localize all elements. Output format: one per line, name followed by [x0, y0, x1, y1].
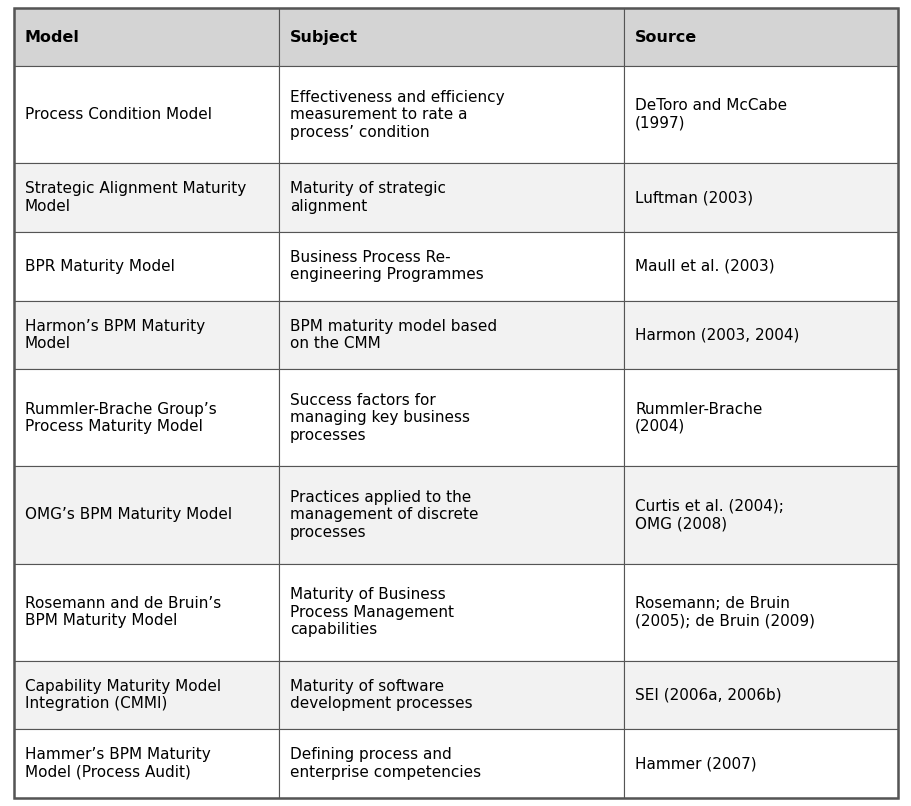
Bar	[623, 232, 897, 301]
Bar	[279, 232, 623, 301]
Bar	[623, 467, 897, 563]
Text: Defining process and
enterprise competencies: Defining process and enterprise competen…	[290, 747, 481, 780]
Text: Rummler-Brache
(2004): Rummler-Brache (2004)	[634, 401, 762, 434]
Bar	[279, 729, 623, 798]
Text: Rummler-Brache Group’s
Process Maturity Model: Rummler-Brache Group’s Process Maturity …	[25, 401, 216, 434]
Text: Strategic Alignment Maturity
Model: Strategic Alignment Maturity Model	[25, 181, 246, 214]
Bar	[623, 164, 897, 232]
Text: Capability Maturity Model
Integration (CMMI): Capability Maturity Model Integration (C…	[25, 679, 220, 711]
Text: Maull et al. (2003): Maull et al. (2003)	[634, 259, 773, 274]
Text: Practices applied to the
management of discrete
processes: Practices applied to the management of d…	[290, 490, 478, 540]
Text: Harmon (2003, 2004): Harmon (2003, 2004)	[634, 327, 799, 343]
Bar	[14, 66, 279, 164]
Text: Curtis et al. (2004);
OMG (2008): Curtis et al. (2004); OMG (2008)	[634, 499, 783, 531]
Bar	[623, 563, 897, 661]
Text: Luftman (2003): Luftman (2003)	[634, 190, 752, 205]
Bar	[623, 369, 897, 467]
Bar	[279, 66, 623, 164]
Text: Harmon’s BPM Maturity
Model: Harmon’s BPM Maturity Model	[25, 318, 205, 351]
Text: Source: Source	[634, 30, 697, 44]
Bar	[14, 301, 279, 369]
Text: Effectiveness and efficiency
measurement to rate a
process’ condition: Effectiveness and efficiency measurement…	[290, 89, 504, 139]
Text: SEI (2006a, 2006b): SEI (2006a, 2006b)	[634, 688, 781, 703]
Bar	[279, 301, 623, 369]
Bar	[279, 369, 623, 467]
Text: DeToro and McCabe
(1997): DeToro and McCabe (1997)	[634, 98, 786, 131]
Text: Maturity of Business
Process Management
capabilities: Maturity of Business Process Management …	[290, 588, 454, 637]
Bar	[279, 661, 623, 729]
Text: Hammer’s BPM Maturity
Model (Process Audit): Hammer’s BPM Maturity Model (Process Aud…	[25, 747, 210, 780]
Text: Maturity of strategic
alignment: Maturity of strategic alignment	[290, 181, 445, 214]
Bar	[623, 661, 897, 729]
Text: OMG’s BPM Maturity Model: OMG’s BPM Maturity Model	[25, 508, 231, 522]
Text: Model: Model	[25, 30, 79, 44]
Bar	[279, 563, 623, 661]
Bar	[623, 729, 897, 798]
Bar	[14, 661, 279, 729]
Bar	[279, 164, 623, 232]
Bar	[14, 729, 279, 798]
Bar	[623, 66, 897, 164]
Bar	[14, 164, 279, 232]
Bar	[14, 232, 279, 301]
Text: Success factors for
managing key business
processes: Success factors for managing key busines…	[290, 393, 469, 442]
Text: Rosemann; de Bruin
(2005); de Bruin (2009): Rosemann; de Bruin (2005); de Bruin (200…	[634, 596, 814, 629]
Text: BPM maturity model based
on the CMM: BPM maturity model based on the CMM	[290, 318, 496, 351]
Bar	[14, 563, 279, 661]
Text: BPR Maturity Model: BPR Maturity Model	[25, 259, 174, 274]
Bar	[623, 8, 897, 66]
Text: Rosemann and de Bruin’s
BPM Maturity Model: Rosemann and de Bruin’s BPM Maturity Mod…	[25, 596, 220, 629]
Text: Maturity of software
development processes: Maturity of software development process…	[290, 679, 472, 711]
Bar	[279, 467, 623, 563]
Text: Hammer (2007): Hammer (2007)	[634, 756, 756, 771]
Text: Subject: Subject	[290, 30, 358, 44]
Bar	[14, 467, 279, 563]
Bar	[279, 8, 623, 66]
Text: Business Process Re-
engineering Programmes: Business Process Re- engineering Program…	[290, 250, 483, 282]
Bar	[623, 301, 897, 369]
Bar	[14, 8, 279, 66]
Text: Process Condition Model: Process Condition Model	[25, 107, 211, 123]
Bar	[14, 369, 279, 467]
